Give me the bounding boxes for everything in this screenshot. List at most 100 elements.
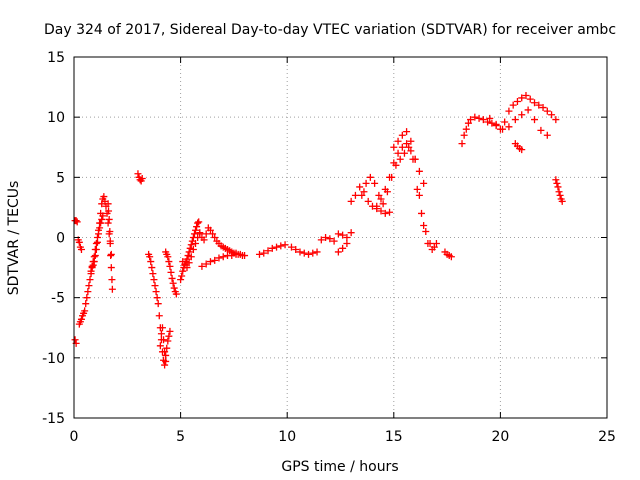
y-tick-label: 5 xyxy=(56,170,65,186)
data-point xyxy=(165,332,173,340)
data-point xyxy=(152,288,160,296)
data-point xyxy=(206,258,214,266)
data-point xyxy=(366,173,374,181)
data-point xyxy=(396,155,404,163)
data-point xyxy=(548,111,556,119)
data-point xyxy=(91,252,99,260)
data-point xyxy=(90,258,98,266)
data-point xyxy=(148,264,156,272)
chart-title: Day 324 of 2017, Sidereal Day-to-day VTE… xyxy=(44,22,616,38)
data-point xyxy=(518,111,526,119)
data-point xyxy=(166,262,174,270)
data-point xyxy=(105,207,113,215)
data-point xyxy=(360,188,368,196)
data-point xyxy=(89,261,97,269)
data-point xyxy=(273,243,281,251)
data-point xyxy=(413,185,421,193)
data-point xyxy=(187,253,195,261)
data-point xyxy=(430,243,438,251)
data-point xyxy=(100,193,108,201)
data-point xyxy=(479,116,487,124)
data-point xyxy=(475,114,483,122)
data-point xyxy=(556,191,564,199)
data-point xyxy=(484,118,492,126)
data-point xyxy=(202,260,210,268)
data-point xyxy=(403,140,411,148)
data-point xyxy=(147,258,155,266)
data-point xyxy=(156,342,164,350)
data-point xyxy=(186,244,194,252)
data-point xyxy=(163,344,171,352)
data-point xyxy=(106,237,114,245)
data-point xyxy=(151,282,159,290)
data-point xyxy=(309,249,317,257)
data-point xyxy=(106,227,114,235)
data-point xyxy=(415,167,423,175)
data-point xyxy=(192,226,200,234)
data-point xyxy=(381,185,389,193)
series-arc27 xyxy=(552,176,566,205)
data-point xyxy=(71,336,79,344)
data-point xyxy=(334,230,342,238)
data-point xyxy=(505,107,513,115)
data-point xyxy=(232,250,240,258)
data-point xyxy=(92,246,100,254)
data-point xyxy=(326,235,334,243)
data-point xyxy=(179,258,187,266)
y-tick-label: -15 xyxy=(42,411,65,427)
data-point xyxy=(108,276,116,284)
data-point xyxy=(543,107,551,115)
data-point xyxy=(422,227,430,235)
data-point xyxy=(154,300,162,308)
data-point xyxy=(179,267,187,275)
series-arc25 xyxy=(486,106,551,139)
data-point xyxy=(403,128,411,136)
series-arc16 xyxy=(255,241,289,258)
data-point xyxy=(505,123,513,131)
grid xyxy=(74,57,607,418)
data-point xyxy=(183,264,191,272)
data-point xyxy=(158,324,166,332)
data-point xyxy=(524,106,532,114)
x-tick-label: 5 xyxy=(176,429,185,445)
data-point xyxy=(134,170,142,178)
data-point xyxy=(371,179,379,187)
data-point xyxy=(178,272,186,280)
data-point xyxy=(511,116,519,124)
data-point xyxy=(264,247,272,255)
data-point xyxy=(390,143,398,151)
data-point xyxy=(104,200,112,208)
data-point xyxy=(85,282,93,290)
data-point xyxy=(287,243,295,251)
data-point xyxy=(347,229,355,237)
data-point xyxy=(81,307,89,315)
data-point xyxy=(211,256,219,264)
data-point xyxy=(105,215,113,223)
data-point xyxy=(488,119,496,127)
data-point xyxy=(552,176,560,184)
y-tick-label: 0 xyxy=(56,231,65,247)
data-point xyxy=(379,200,387,208)
data-point xyxy=(194,219,202,227)
data-point xyxy=(96,224,104,232)
data-point xyxy=(317,236,325,244)
data-point xyxy=(458,140,466,148)
y-tick-label: 15 xyxy=(47,50,65,66)
data-point xyxy=(394,149,402,157)
data-point xyxy=(358,191,366,199)
data-point xyxy=(161,348,169,356)
data-point xyxy=(411,155,419,163)
data-point xyxy=(187,241,195,249)
data-point xyxy=(268,244,276,252)
data-point xyxy=(415,191,423,199)
data-point xyxy=(364,197,372,205)
series-arc18 xyxy=(317,230,351,245)
data-point xyxy=(185,248,193,256)
data-point xyxy=(400,149,408,157)
data-point xyxy=(407,137,415,145)
series-arc23 xyxy=(441,248,455,261)
data-point xyxy=(165,258,173,266)
series-arc15 xyxy=(198,250,240,270)
data-point xyxy=(537,126,545,134)
